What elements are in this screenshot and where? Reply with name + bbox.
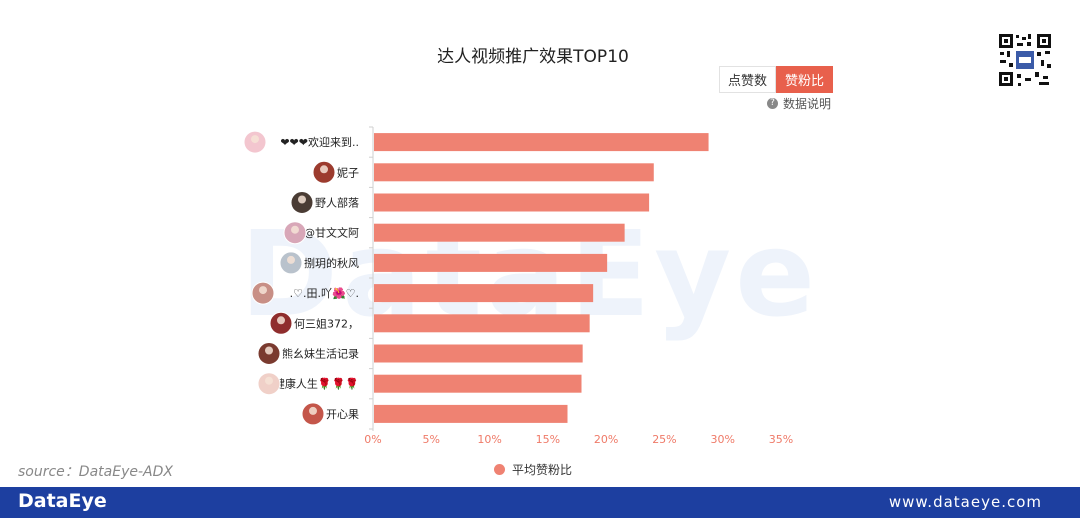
legend-marker [493,464,505,475]
toggle-likes-button[interactable]: 点赞数 [719,66,777,93]
x-tick-label: 0% [364,433,381,446]
avatar-face [309,406,317,415]
avatar-face [277,316,285,325]
footer-bar: DataEye www.dataeye.com [0,487,1080,518]
x-tick-label: 10% [477,433,501,446]
avatar-face [265,346,273,355]
x-tick-label: 30% [710,433,734,446]
bar [374,404,568,423]
bar [374,223,625,242]
category-label: .♡.田.吖🌺♡. [290,287,359,300]
category-label: 捌玥的秋风 [304,256,359,270]
avatar-face [251,135,259,144]
chart-legend: 平均赞粉比 [0,461,1066,478]
qr-code-icon [997,32,1053,88]
category-label: @甘文文阿 [304,226,359,240]
footer-logo: DataEye [18,490,107,512]
avatar-face [287,255,295,264]
category-label: 健康人生🌹🌹🌹 [274,377,359,391]
x-tick-label: 20% [594,433,618,446]
bar [374,133,709,152]
category-label: 妮子 [337,165,359,179]
footer-url[interactable]: www.dataeye.com [888,493,1042,511]
avatar-face [298,195,306,204]
avatar-face [291,225,299,234]
metric-toggle: 点赞数 赞粉比 [719,66,834,93]
avatar-face [320,165,328,174]
category-label: 熊幺妹生活记录 [282,347,359,361]
category-label: 何三姐372， [294,316,359,330]
category-label: ❤❤❤欢迎来到.. [280,135,359,149]
legend-label: 平均赞粉比 [511,463,572,477]
x-tick-label: 25% [652,433,676,446]
question-icon: ? [767,98,778,109]
category-label: 开心果 [326,408,359,421]
bar [374,314,590,333]
category-label: 野人部落 [315,196,359,210]
x-tick-label: 35% [769,433,793,446]
x-tick-label: 15% [536,433,560,446]
bar [374,193,650,212]
bar [374,253,608,272]
toggle-ratio-button[interactable]: 赞粉比 [776,66,834,93]
source-note: source：DataEye-ADX [18,464,173,480]
bar [374,284,594,303]
chart-title: 达人视频推广效果TOP10 [437,47,629,67]
x-tick-label: 5% [423,433,440,446]
bar [374,163,654,182]
avatar-face [265,376,273,385]
data-explain-label: 数据说明 [783,97,832,111]
bar [374,374,582,393]
data-explain-link[interactable]: ? 数据说明 [767,95,831,112]
bar [374,344,583,363]
avatar-face [259,286,267,295]
